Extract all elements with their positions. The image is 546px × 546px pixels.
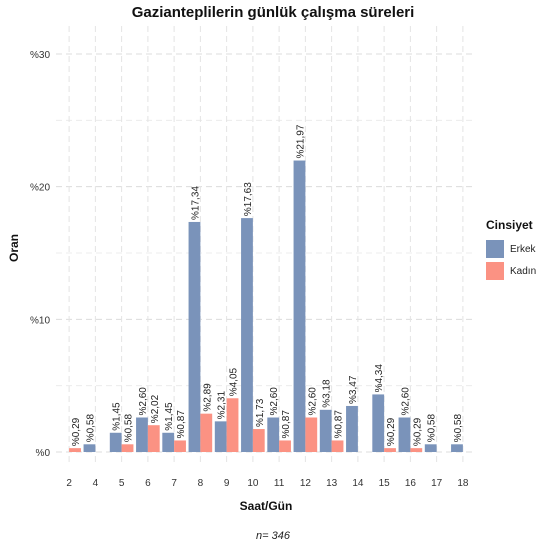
data-label-erkek: %2,60 (138, 387, 149, 416)
data-label-erkek: %2,60 (269, 387, 280, 416)
bar-erkek-11 (267, 417, 280, 452)
x-tick-label: 2 (66, 478, 72, 489)
data-label-kadın: %0,87 (281, 410, 292, 439)
y-tick-label: %10 (30, 315, 50, 326)
y-axis-label: Oran (7, 234, 21, 263)
data-label-kadın: %2,02 (150, 394, 161, 423)
bar-erkek-10 (241, 218, 253, 452)
legend: Cinsiyet Erkek Kadın (486, 218, 536, 282)
data-label-erkek: %17,34 (190, 186, 201, 220)
bar-kadın-13 (331, 440, 344, 452)
x-tick-label: 18 (457, 478, 469, 489)
data-label-kadın: %2,60 (307, 387, 318, 416)
data-label-kadın: %0,58 (124, 414, 135, 443)
y-tick-label: %30 (30, 50, 50, 61)
data-label-erkek: %0,58 (427, 414, 438, 443)
data-label-erkek: %21,97 (295, 124, 306, 158)
data-label-erkek: %1,45 (112, 402, 123, 431)
bar-kadın-11 (279, 440, 291, 452)
x-tick-label: 6 (145, 478, 151, 489)
data-label-kadın: %2,89 (202, 383, 213, 412)
bar-erkek-7 (162, 432, 175, 452)
bar-erkek-4 (83, 444, 96, 452)
data-label-erkek: %0,58 (453, 414, 464, 443)
data-label-erkek: %2,60 (400, 387, 411, 416)
bar-kadın-8 (200, 413, 213, 452)
bar-erkek-17 (424, 444, 437, 452)
x-tick-label: 10 (247, 478, 259, 489)
x-axis-label: Saat/Gün (239, 499, 293, 513)
bar-kadın-16 (410, 448, 423, 452)
data-label-kadın: %0,29 (71, 417, 82, 446)
x-tick-label: 11 (274, 478, 285, 489)
data-label-kadın: %0,29 (412, 417, 423, 446)
plot-background (56, 26, 476, 464)
data-label-erkek: %2,31 (217, 391, 228, 420)
bar-erkek-5 (109, 432, 122, 452)
bar-erkek-14 (346, 405, 358, 452)
x-tick-label: 17 (431, 478, 443, 489)
chart-title: Gazianteplilerin günlük çalışma süreleri (131, 4, 415, 21)
bar-kadın-7 (174, 440, 186, 452)
data-label-kadın: %1,73 (255, 398, 266, 427)
bar-kadın-2 (69, 448, 81, 452)
bar-kadın-15 (384, 448, 396, 452)
bar-erkek-16 (398, 417, 411, 452)
legend-item-kadin: Kadın (486, 260, 536, 282)
x-tick-label: 12 (300, 478, 312, 489)
data-label-kadın: %4,05 (229, 367, 240, 396)
bar-erkek-15 (372, 394, 385, 452)
data-label-kadın: %0,87 (334, 410, 345, 439)
x-tick-label: 8 (198, 478, 204, 489)
legend-label-kadin: Kadın (510, 265, 537, 277)
x-tick-label: 4 (93, 478, 99, 489)
data-label-erkek: %3,47 (348, 375, 359, 404)
legend-title: Cinsiyet (486, 218, 533, 232)
y-tick-label: %20 (30, 183, 50, 194)
x-tick-label: 14 (352, 478, 364, 489)
bar-kadın-12 (305, 417, 318, 452)
data-label-kadın: %0,87 (176, 410, 187, 439)
bar-erkek-8 (188, 221, 201, 452)
data-label-erkek: %0,58 (85, 414, 96, 443)
x-tick-label: 9 (224, 478, 230, 489)
data-label-erkek: %17,63 (243, 182, 254, 216)
legend-swatch-erkek (486, 240, 504, 258)
bar-erkek-12 (293, 160, 306, 453)
bar-erkek-6 (136, 417, 148, 452)
legend-swatch-kadin (486, 262, 504, 280)
chart-caption: n= 346 (256, 530, 290, 542)
data-label-erkek: %1,45 (164, 402, 175, 431)
legend-label-erkek: Erkek (510, 243, 536, 255)
x-tick-label: 15 (379, 478, 391, 489)
data-label-erkek: %3,18 (322, 379, 333, 408)
bar-kadın-9 (226, 398, 239, 452)
data-label-kadın: %0,29 (386, 417, 397, 446)
bar-erkek-18 (451, 444, 463, 452)
y-tick-label: %0 (36, 448, 51, 459)
x-tick-label: 7 (171, 478, 177, 489)
bar-erkek-9 (214, 421, 227, 452)
legend-item-erkek: Erkek (486, 238, 536, 260)
x-tick-label: 5 (119, 478, 125, 489)
bar-kadın-5 (121, 444, 134, 452)
x-tick-label: 13 (326, 478, 338, 489)
bar-erkek-13 (319, 409, 332, 452)
bar-kadın-10 (252, 429, 265, 452)
data-label-erkek: %4,34 (374, 364, 385, 393)
bar-kadın-6 (147, 425, 160, 452)
x-tick-label: 16 (405, 478, 417, 489)
